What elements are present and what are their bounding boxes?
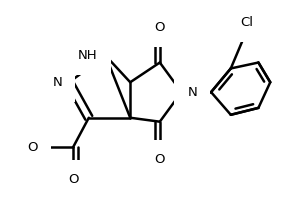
Text: N: N (53, 76, 62, 89)
Text: O: O (27, 141, 38, 154)
Text: Cl: Cl (240, 16, 253, 29)
Text: O: O (154, 21, 165, 34)
Text: O: O (154, 153, 165, 166)
Text: NH: NH (78, 49, 98, 62)
Text: O: O (68, 173, 78, 186)
Text: N: N (187, 86, 197, 99)
